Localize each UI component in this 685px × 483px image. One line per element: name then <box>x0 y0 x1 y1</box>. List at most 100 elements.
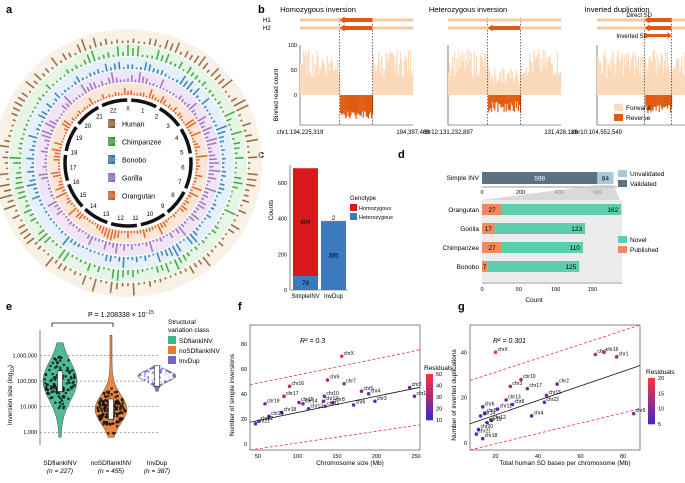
circos-track-bar <box>173 63 177 67</box>
b-forward-bar <box>651 61 653 95</box>
c-ytick: 200 <box>278 252 287 258</box>
circos-track-bar <box>233 141 241 145</box>
circos-track-bar <box>182 238 186 242</box>
b-forward-bar <box>513 82 515 95</box>
b-forward-bar <box>392 54 394 95</box>
circos-track-bar <box>38 124 42 127</box>
circos-track-bar <box>113 229 117 239</box>
b-forward-bar <box>378 52 380 95</box>
f-chart-point <box>407 385 412 390</box>
b-reverse-bar <box>360 95 362 117</box>
g-chart-point <box>593 352 598 357</box>
circos-track-bar <box>28 134 38 139</box>
b-forward-bar <box>316 50 318 95</box>
c-bar-segment <box>293 168 318 277</box>
b-forward-bar <box>638 56 640 95</box>
f-chart-point-label: chr15 <box>301 397 314 403</box>
b-forward-bar <box>461 51 463 95</box>
f-legend-step <box>426 408 433 412</box>
d-bar-published <box>482 223 495 234</box>
circos-track-bar <box>132 282 135 296</box>
b-forward-bar <box>607 63 609 95</box>
circos-track-bar <box>176 112 182 117</box>
circos-track-bar <box>151 94 155 100</box>
circos-track-bar <box>118 61 121 70</box>
circos-track-bar <box>41 129 53 136</box>
b-forward-bar <box>393 55 395 95</box>
e-ytick: 1,000,000 <box>13 354 37 360</box>
b-reverse-bar <box>496 95 498 102</box>
circos-track-bar <box>0 172 9 176</box>
circos-track-bar <box>159 237 163 242</box>
b-forward-bar <box>471 76 473 95</box>
circos-track-bar <box>20 219 23 222</box>
e-data-point <box>64 375 68 378</box>
e-legend-sd-swatch <box>168 336 176 344</box>
species-label: Orangutan <box>122 194 155 201</box>
e-data-point <box>147 368 151 372</box>
circos-track-bar <box>162 88 165 91</box>
g-chart-point-label: chr5 <box>487 408 497 414</box>
circos-track-bar <box>184 50 189 58</box>
b-forward-bar <box>512 78 514 95</box>
b-forward-bar <box>386 63 388 95</box>
circos-track-bar <box>224 110 236 118</box>
b-forward-bar <box>318 74 320 95</box>
f-legend-step <box>426 406 433 409</box>
b-forward-bar <box>390 53 392 95</box>
b-ytick: 50 <box>291 68 297 74</box>
circos-track-bar <box>221 79 233 89</box>
circos-track-bar <box>111 268 115 279</box>
e-data-point <box>49 396 53 400</box>
circos-track-bar <box>53 155 61 158</box>
circos-track-bar <box>74 116 78 119</box>
b-forward-bar <box>336 59 339 95</box>
b-reverse-bar <box>365 95 367 117</box>
b-xlabel-start: chr12:131,232,897 <box>423 130 474 136</box>
chromosome-label: 12 <box>117 216 124 222</box>
circos-track-bar <box>227 123 231 127</box>
circos-track-bar <box>46 252 50 256</box>
g-chart-point-label: chr13 <box>508 395 521 401</box>
e-data-point <box>113 390 117 394</box>
b-reverse-bar <box>663 95 665 108</box>
chromosome-label: 19 <box>76 136 83 142</box>
circos-track-bar <box>7 199 15 203</box>
e-data-point <box>111 422 114 425</box>
b-reverse-bar <box>366 95 368 117</box>
b-reverse-bar <box>361 95 363 112</box>
circos-track-bar <box>59 77 62 80</box>
e-data-point <box>104 415 108 418</box>
b-forward-bar <box>536 57 538 95</box>
d-value-published: 27 <box>488 207 496 214</box>
circos-track-bar <box>47 187 52 190</box>
circos-track-bar <box>0 183 11 188</box>
e-data-point <box>96 407 100 411</box>
b-reverse-bar <box>492 95 494 103</box>
b-forward-bar <box>559 71 562 95</box>
e-data-point <box>148 373 151 376</box>
e-data-point <box>49 385 53 388</box>
e-ytick: 100,000 <box>17 379 37 385</box>
b-reverse-bar <box>350 95 352 116</box>
b-forward-bar <box>493 84 495 95</box>
b-forward-bar <box>623 55 625 95</box>
b-reverse-bar <box>370 95 373 118</box>
b-forward-bar <box>490 82 492 95</box>
circos-track-bar <box>73 270 77 275</box>
panel-label-a: a <box>6 4 13 16</box>
g-chart-point-label: chr8 <box>515 399 525 405</box>
b-reverse-bar <box>500 95 502 108</box>
b-reverse-bar <box>646 95 648 106</box>
e-data-point <box>146 372 149 376</box>
circos-track-bar <box>43 206 46 210</box>
circos-track-bar <box>219 106 223 109</box>
circos-track-bar <box>61 93 64 96</box>
circos-track-bar <box>63 120 72 127</box>
chromosome-label: 2 <box>155 115 159 121</box>
d-bar-novel <box>501 204 622 215</box>
b-forward-bar <box>317 55 319 95</box>
b-forward-bar <box>481 57 484 95</box>
b-reverse-bar <box>503 95 505 112</box>
circos-track-bar <box>203 105 207 109</box>
